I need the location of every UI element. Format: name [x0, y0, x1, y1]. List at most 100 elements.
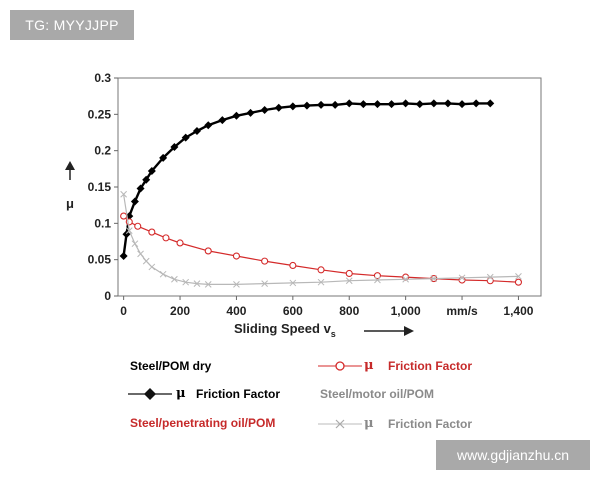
motor-oil-point — [131, 240, 139, 248]
motor-oil-point — [171, 275, 178, 283]
dry-point — [119, 252, 128, 261]
x-axis-arrow-head — [404, 326, 414, 336]
penetrating-oil-point — [373, 272, 381, 280]
penetrating-oil-point — [402, 273, 410, 281]
motor-oil-point — [148, 263, 156, 271]
dry-point — [345, 99, 354, 108]
dry-point — [443, 99, 452, 108]
y-tick-label: 0 — [104, 289, 111, 303]
series-layer — [119, 99, 522, 288]
x-ticks: 0 200 400 600 800 1,000 mm/s 1,400 — [120, 296, 534, 318]
cross-stroke — [515, 273, 522, 280]
cross-stroke — [131, 240, 139, 248]
motor-oil-point — [233, 281, 240, 288]
y-tick-label: 0.3 — [94, 71, 111, 85]
motor-oil-point — [458, 274, 466, 282]
x-tick-label: 0 — [120, 304, 127, 318]
dry-point — [260, 105, 269, 114]
dry-point — [373, 100, 382, 109]
penetrating-oil-point — [134, 222, 142, 230]
x-unit-label: mm/s — [446, 304, 478, 318]
series-line — [123, 194, 519, 285]
dry-point — [274, 103, 283, 112]
cross-stroke — [261, 280, 268, 288]
cross-stroke — [171, 275, 178, 283]
cross-stroke — [233, 281, 240, 288]
y-tick-label: 0.2 — [94, 144, 111, 158]
axis-labels: Sliding Speed vs μ — [65, 161, 414, 339]
dry-point — [331, 100, 340, 109]
motor-oil-point — [430, 275, 438, 282]
dry-point — [458, 100, 467, 109]
motor-oil-point — [374, 276, 381, 284]
cross-stroke — [182, 278, 190, 286]
cross-stroke — [148, 263, 156, 271]
dry-point — [130, 197, 139, 206]
motor-oil-point — [137, 250, 144, 258]
x-tick-label: 400 — [226, 304, 246, 318]
motor-oil-point — [402, 275, 409, 283]
y-tick-label: 0.15 — [88, 180, 112, 194]
dry-point — [147, 167, 156, 176]
dry-point — [288, 102, 297, 111]
dry-point — [232, 111, 241, 120]
motor-oil-point — [142, 257, 150, 265]
cross-stroke — [486, 273, 494, 281]
x-tick-label: 200 — [170, 304, 190, 318]
dry-point — [302, 101, 311, 110]
dry-point — [415, 100, 424, 109]
x-tick-label: 600 — [283, 304, 303, 318]
motor-oil-point — [345, 277, 353, 285]
cross-stroke — [125, 227, 133, 234]
penetrating-oil-point — [514, 278, 522, 286]
motor-oil-point — [159, 270, 167, 278]
dry-point — [359, 100, 368, 109]
y-axis-label: μ — [66, 196, 74, 211]
cross-stroke — [402, 275, 409, 283]
motor-oil-point — [193, 280, 201, 288]
x-tick-label: 1,400 — [503, 304, 533, 318]
motor-oil-point — [261, 280, 268, 288]
penetrating-oil-point — [289, 261, 297, 270]
y-ticks: 0 0.05 0.1 0.15 0.2 0.25 0.3 — [88, 71, 118, 303]
dry-point — [218, 116, 227, 125]
y-tick-label: 0.1 — [94, 216, 111, 230]
motor-oil-point — [182, 278, 190, 286]
motor-oil-point — [486, 273, 494, 281]
cross-stroke — [317, 278, 325, 286]
cross-stroke — [193, 280, 201, 288]
dry-point — [170, 143, 179, 152]
watermark-right: www.gdjianzhu.cn — [436, 440, 590, 470]
dry-point — [387, 100, 396, 109]
motor-oil-point — [204, 281, 212, 288]
series-line — [122, 102, 491, 257]
dry-point — [142, 175, 151, 184]
cross-stroke — [120, 190, 127, 198]
penetrating-oil-point — [232, 252, 240, 260]
cross-stroke — [137, 250, 144, 258]
penetrating-oil-point — [120, 212, 128, 220]
motor-oil-point — [289, 279, 297, 287]
penetrating-oil-point — [345, 269, 353, 278]
y-tick-label: 0.25 — [88, 107, 112, 121]
dry-point — [159, 153, 168, 162]
motor-oil-point — [125, 227, 133, 234]
x-tick-label: 800 — [339, 304, 359, 318]
cross-stroke — [458, 274, 466, 282]
dry-point — [429, 99, 438, 108]
motor-oil-point — [317, 278, 325, 286]
penetrating-oil-point — [148, 228, 156, 236]
dry-point — [472, 99, 481, 108]
penetrating-oil-point — [261, 257, 269, 265]
dry-point — [136, 184, 145, 193]
cross-stroke — [430, 275, 438, 282]
dry-point — [122, 230, 131, 239]
penetrating-oil-point — [162, 234, 170, 242]
plot-frame — [117, 77, 542, 297]
y-axis-arrow-head — [65, 161, 75, 170]
cross-stroke — [159, 270, 167, 278]
dry-point — [181, 133, 190, 142]
motor-oil-point — [515, 273, 522, 280]
watermark-left: TG: MYYJJPP — [10, 10, 134, 40]
